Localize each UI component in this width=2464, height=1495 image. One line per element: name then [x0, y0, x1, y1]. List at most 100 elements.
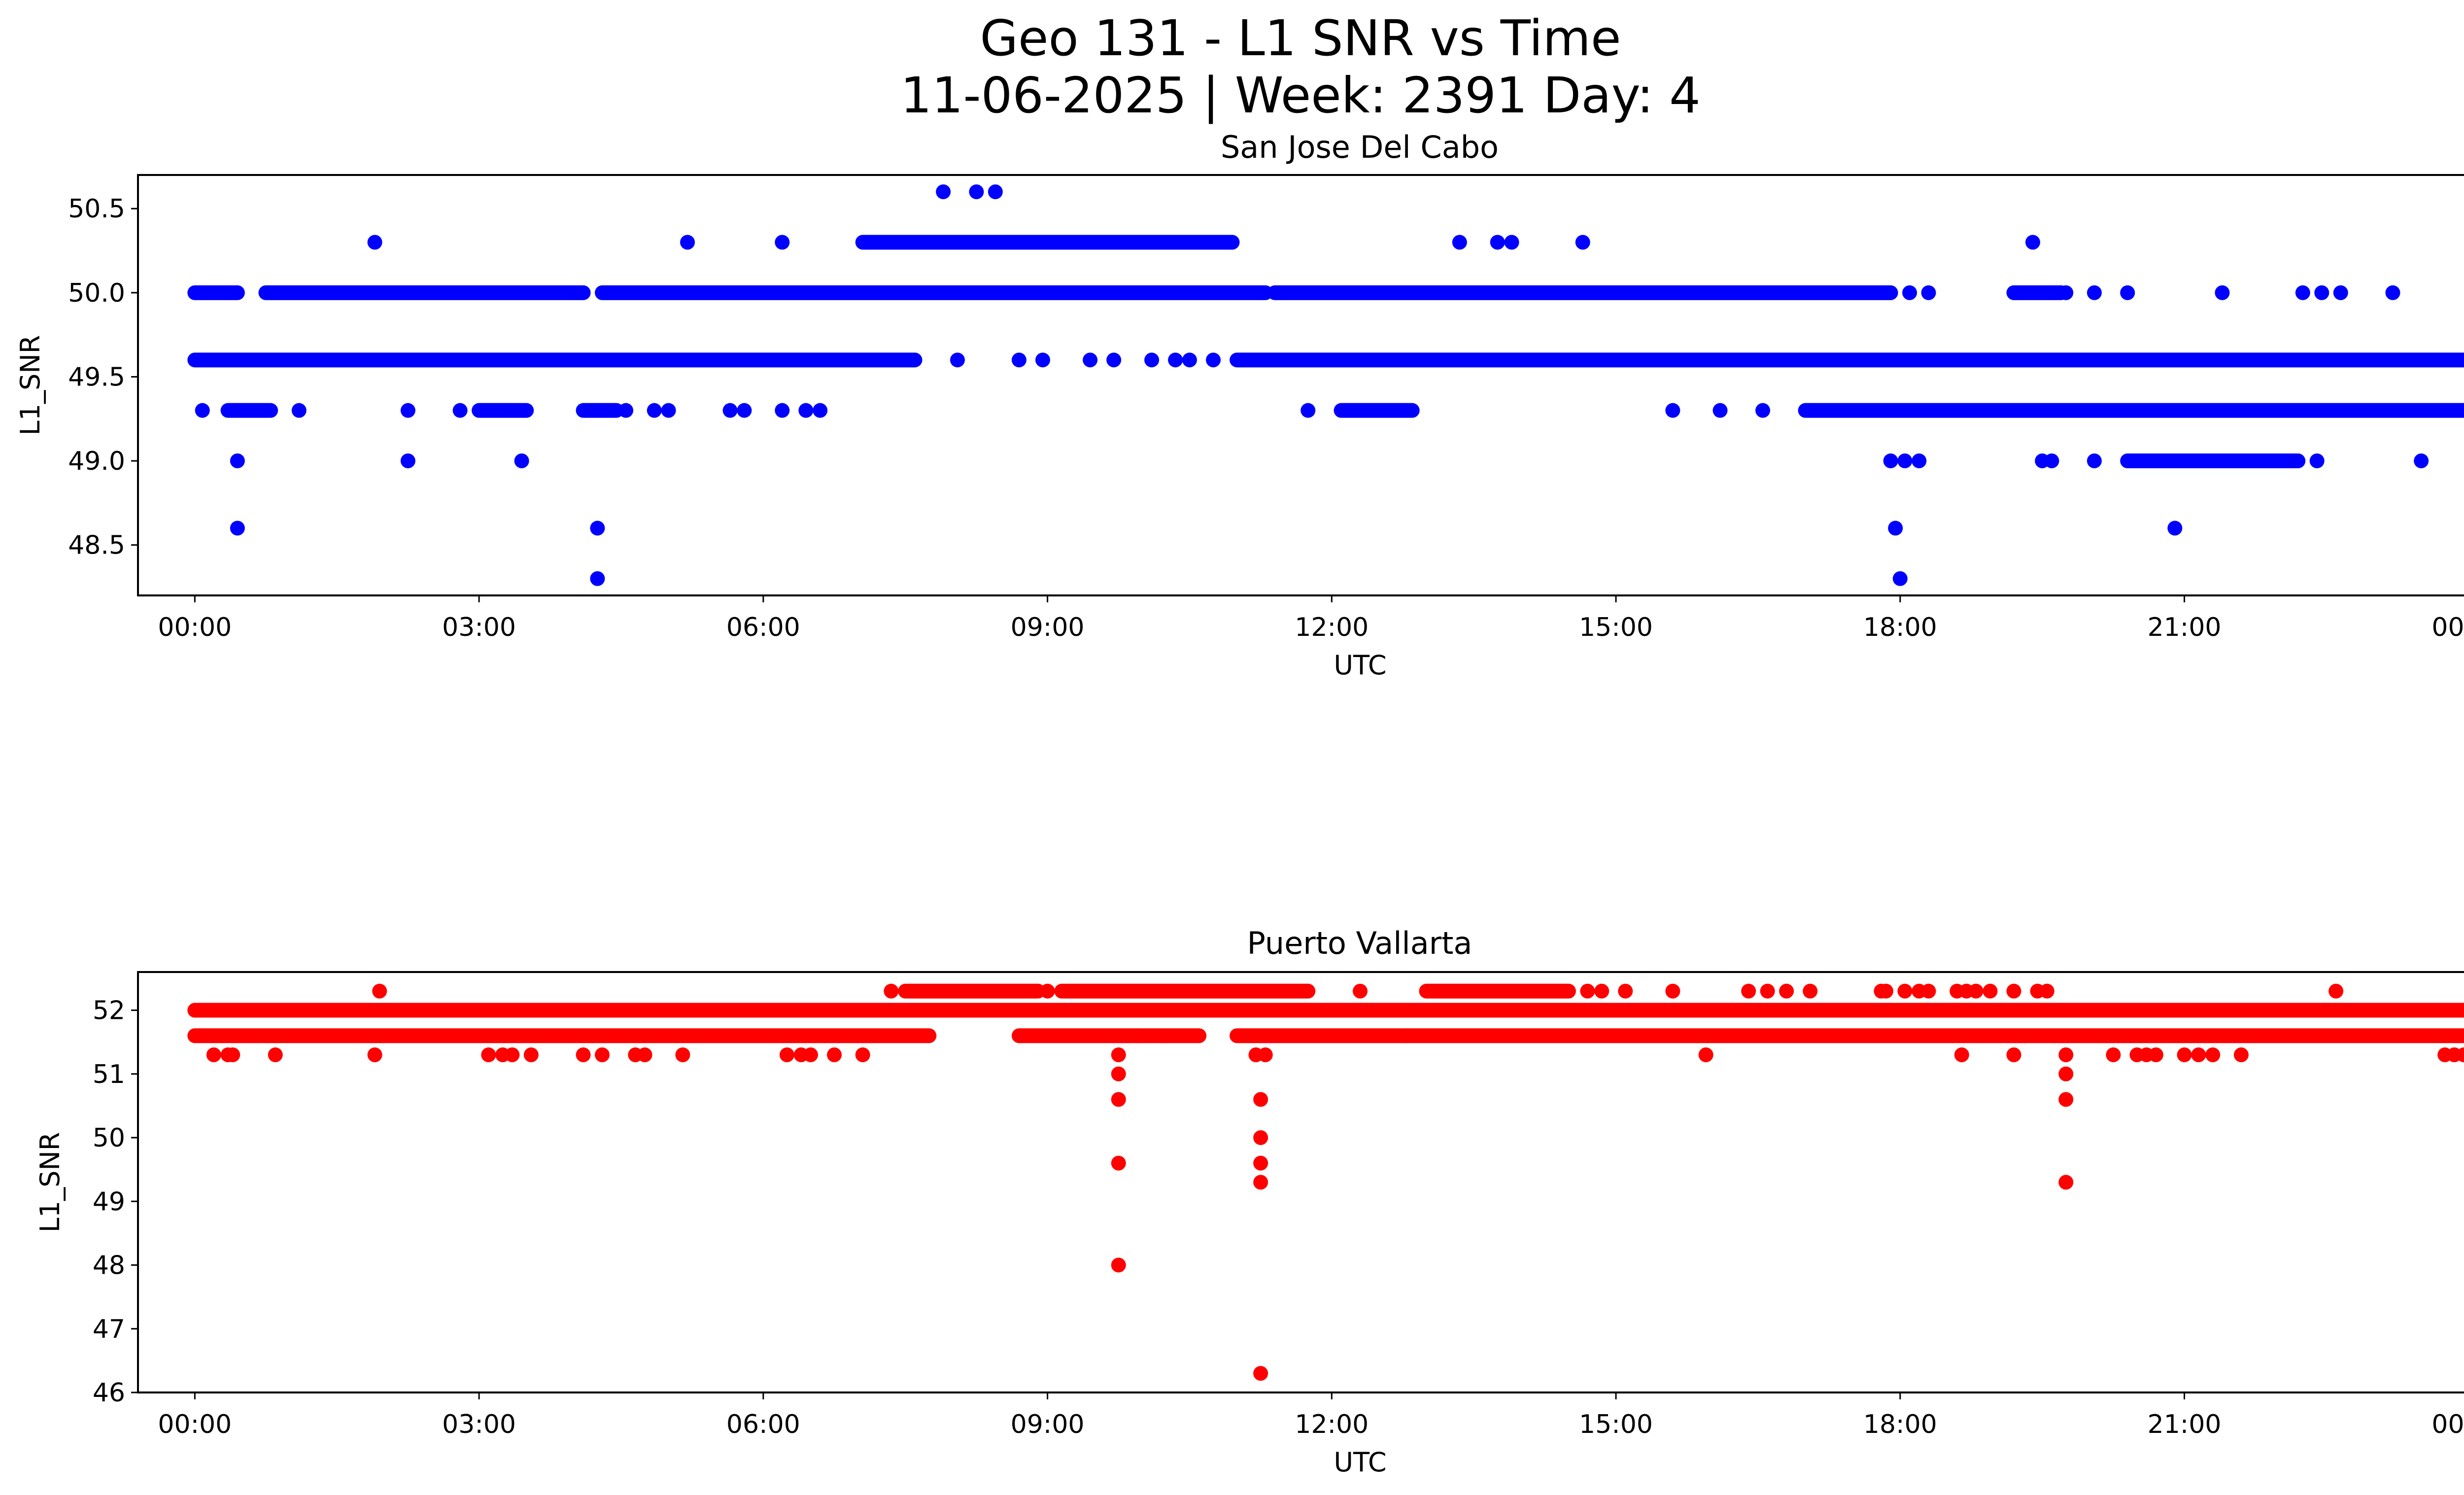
data-point [1111, 1047, 1126, 1063]
data-point [2058, 285, 2074, 300]
y-tick-label: 48 [93, 1251, 125, 1281]
data-run [187, 285, 245, 300]
data-run [1011, 1028, 1207, 1043]
axes-san-jose-del-cabo: San Jose Del Cabo 48.5 49.0 49.5 50.0 50.5 0… [15, 129, 2464, 681]
data-point [1111, 1066, 1126, 1081]
data-point [2215, 285, 2230, 300]
data-point [1011, 352, 1027, 368]
data-point [2456, 1047, 2464, 1063]
data-point [1580, 983, 1595, 999]
data-point [1253, 1092, 1268, 1107]
y-tick-label: 49.5 [68, 362, 125, 392]
data-point [2314, 285, 2329, 300]
data-point [1400, 1028, 1415, 1043]
data-point [1111, 1155, 1126, 1171]
x-tick-label: 15:00 [1579, 1410, 1653, 1439]
data-point [576, 1047, 591, 1063]
data-point [1712, 403, 1728, 418]
data-point [936, 184, 951, 200]
data-point [595, 1047, 610, 1063]
data-point [1258, 1047, 1273, 1063]
data-point [372, 983, 387, 999]
data-run [855, 235, 1240, 250]
y-tick-label: 50.5 [68, 194, 125, 224]
x-tick-label: 00:00 [158, 613, 232, 642]
data-point [590, 521, 605, 536]
data-point [1083, 352, 1098, 368]
data-point [1106, 352, 1122, 368]
data-point [1490, 235, 1505, 250]
data-point [779, 1047, 794, 1063]
data-point [505, 1047, 520, 1063]
data-point [2006, 983, 2021, 999]
data-point [2120, 285, 2135, 300]
data-point [1182, 352, 1197, 368]
data-point [367, 235, 382, 250]
y-tick-label: 50.0 [68, 278, 125, 308]
data-point [400, 403, 415, 418]
data-point [1206, 352, 1221, 368]
data-point [950, 352, 965, 368]
data-point [2205, 1047, 2221, 1063]
data-point [803, 1047, 818, 1063]
data-point [1353, 983, 1368, 999]
x-ticks: 00:00 03:00 06:00 09:00 12:00 15:00 18:00 21:00… [158, 595, 2464, 642]
x-axis-label: UTC [1334, 1447, 1386, 1478]
data-point [1897, 983, 1913, 999]
data-point [1760, 983, 1775, 999]
data-point [884, 983, 899, 999]
data-point [647, 403, 662, 418]
data-point [1452, 235, 1467, 250]
data-points [187, 983, 2464, 1381]
data-point [2058, 1047, 2074, 1063]
data-point [514, 453, 529, 469]
data-point [1111, 1092, 1126, 1107]
data-run [1230, 1028, 2464, 1043]
x-tick-label: 03:00 [442, 613, 516, 642]
data-point [2177, 1047, 2192, 1063]
data-point [452, 403, 468, 418]
data-point [2087, 453, 2102, 469]
data-point [2328, 983, 2344, 999]
x-tick-label: 12:00 [1295, 1410, 1369, 1439]
data-point [1755, 403, 1771, 418]
data-point [291, 403, 307, 418]
y-ticks: 48.5 49.0 49.5 50.0 50.5 [68, 194, 138, 560]
figure-title-line2: 11-06-2025 | Week: 2391 Day: 4 [900, 67, 1700, 124]
data-point [1504, 235, 1519, 250]
data-point [1878, 983, 1893, 999]
figure-title-line1: Geo 131 - L1 SNR vs Time [980, 9, 1621, 67]
data-run [472, 403, 534, 418]
data-run [595, 285, 1273, 300]
data-point [230, 521, 245, 536]
data-point [2087, 285, 2102, 300]
data-run [2120, 453, 2306, 469]
data-run [1054, 983, 1316, 999]
y-tick-label: 49 [93, 1187, 125, 1217]
data-point [1902, 285, 1917, 300]
y-tick-label: 49.0 [68, 447, 125, 476]
data-point [798, 403, 814, 418]
data-point [195, 403, 210, 418]
x-tick-label: 18:00 [1863, 1410, 1937, 1439]
data-point [2385, 285, 2400, 300]
x-tick-label: 12:00 [1295, 613, 1369, 642]
data-point [1968, 983, 1984, 999]
data-point [1040, 983, 1055, 999]
data-point [230, 453, 245, 469]
data-point [722, 403, 738, 418]
data-run [187, 1028, 937, 1043]
x-axis-label: UTC [1334, 650, 1386, 681]
y-axis-label: L1_SNR [15, 335, 46, 436]
data-point [1698, 1047, 1713, 1063]
data-point [1111, 1257, 1126, 1273]
data-point [523, 1047, 539, 1063]
y-tick-label: 52 [93, 996, 125, 1026]
data-run [1267, 285, 1898, 300]
data-point [590, 571, 605, 586]
data-point [1803, 983, 1818, 999]
data-point [1921, 285, 1936, 300]
data-run [1334, 403, 1420, 418]
data-point [2414, 453, 2429, 469]
x-ticks: 00:00 03:00 06:00 09:00 12:00 15:00 18:00 21:00… [158, 1392, 2464, 1439]
